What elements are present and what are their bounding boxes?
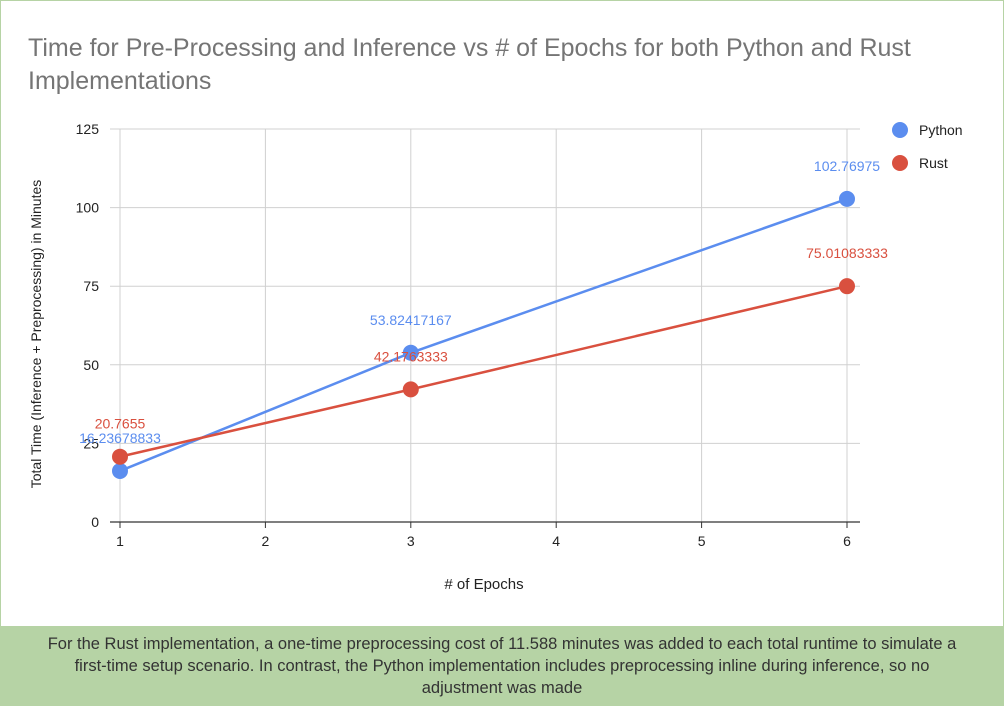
caption-text: For the Rust implementation, a one-time … <box>47 635 957 697</box>
data-point-rust[interactable] <box>839 278 855 295</box>
y-tick-label: 125 <box>76 121 100 137</box>
data-label-python: 102.76975 <box>814 158 880 174</box>
axes: 0 25 50 75 100 125 1 2 3 4 5 6 <box>76 121 860 549</box>
legend-label-python: Python <box>919 122 963 138</box>
y-tick-label: 25 <box>83 435 99 451</box>
legend: Python Rust <box>892 122 963 171</box>
x-tick-label: 2 <box>262 533 270 549</box>
data-point-rust[interactable] <box>112 448 128 465</box>
data-label-rust: 75.01083333 <box>806 245 888 261</box>
x-axis-label: # of Epochs <box>444 576 523 593</box>
data-label-rust: 42.1763333 <box>374 348 448 364</box>
chart-title: Time for Pre-Processing and Inference vs… <box>28 34 911 95</box>
series-line-python <box>119 197 848 473</box>
legend-label-rust: Rust <box>919 155 948 171</box>
x-tick-label: 4 <box>552 533 560 549</box>
series-points <box>112 190 855 479</box>
y-tick-label: 0 <box>91 514 99 530</box>
series-lines <box>119 197 848 473</box>
y-tick-label: 75 <box>83 278 99 294</box>
data-point-rust[interactable] <box>402 381 419 398</box>
line-chart: 0 25 50 75 100 125 1 2 3 4 5 6 16.23678833 53.824171… <box>28 121 963 593</box>
y-tick-label: 100 <box>76 200 100 216</box>
caption-banner: For the Rust implementation, a one-time … <box>0 626 1004 706</box>
data-label-rust: 20.7655 <box>95 416 146 432</box>
data-point-python[interactable] <box>402 344 419 361</box>
data-label-python: 53.82417167 <box>370 312 452 328</box>
data-point-python[interactable] <box>839 190 855 207</box>
data-point-python[interactable] <box>112 462 128 479</box>
series-line-rust <box>119 284 848 458</box>
data-label-python: 16.23678833 <box>79 430 161 446</box>
x-tick-label: 6 <box>843 533 851 549</box>
y-tick-label: 50 <box>83 357 99 373</box>
y-axis-label: Total Time (Inference + Preprocessing) i… <box>28 180 44 489</box>
x-tick-label: 3 <box>407 533 415 549</box>
x-tick-label: 1 <box>116 533 124 549</box>
legend-marker-python <box>892 122 908 138</box>
legend-marker-rust <box>892 155 908 171</box>
x-tick-label: 5 <box>698 533 706 549</box>
data-labels: 16.23678833 53.82417167 102.76975 20.7655 42… <box>79 158 888 446</box>
